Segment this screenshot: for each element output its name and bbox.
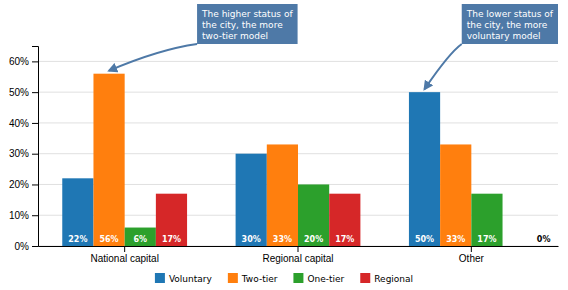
data-label: 17%: [477, 235, 496, 244]
bar: [471, 194, 502, 246]
data-label: 56%: [99, 235, 118, 244]
legend-item: One-tier: [293, 273, 344, 284]
legend-label: Two-tier: [241, 274, 278, 284]
y-tick-label: 10%: [9, 210, 29, 221]
data-label: 20%: [304, 235, 323, 244]
annotation-line: voluntary model: [467, 31, 541, 41]
x-tick-label: Regional capital: [262, 253, 333, 264]
legend-swatch: [360, 273, 370, 283]
data-label: 17%: [162, 235, 181, 244]
bar: [62, 178, 93, 246]
bar: [236, 154, 267, 246]
bar: [440, 144, 471, 246]
x-tick-label: Other: [459, 253, 485, 264]
data-label: 22%: [68, 235, 87, 244]
plot: 0% 10% 20% 30% 40% 50% 60% National capital Regi…: [9, 4, 559, 264]
legend-swatch: [228, 273, 238, 283]
y-tick-label: 40%: [9, 118, 29, 129]
legend-swatch: [293, 273, 303, 283]
chart: 0% 10% 20% 30% 40% 50% 60% National capital Regi…: [0, 0, 568, 290]
legend-swatch: [155, 273, 165, 283]
annotation-line: The lower status of: [466, 9, 554, 19]
legend-item: Two-tier: [228, 273, 278, 284]
x-tick: Other: [459, 246, 485, 264]
annotation-line: The higher status of: [201, 9, 293, 19]
x-tick-label: National capital: [90, 253, 158, 264]
y-tick-label: 20%: [9, 179, 29, 190]
y-tick: 30%: [9, 148, 38, 159]
y-tick: 20%: [9, 179, 38, 190]
x-axis: National capital Regional capital Other: [39, 246, 559, 264]
y-tick-mark: [32, 92, 38, 93]
bar: [503, 246, 534, 247]
annotation-box: [197, 4, 298, 44]
annotation-text: The higher status ofthe city, the moretw…: [201, 9, 293, 41]
data-label: 30%: [242, 235, 261, 244]
data-label: 50%: [415, 235, 434, 244]
bar: [125, 228, 156, 246]
annotation-line: two-tier model: [202, 31, 268, 41]
y-tick-mark: [32, 154, 38, 155]
legend-item: Voluntary: [155, 273, 213, 284]
legend: Voluntary Two-tier One-tier Regional: [155, 273, 413, 284]
annotation-text: The lower status ofthe city, the morevol…: [466, 9, 554, 41]
y-tick-mark: [32, 246, 38, 247]
x-tick-mark: [124, 246, 125, 252]
annotations: The higher status ofthe city, the moretw…: [109, 4, 558, 89]
y-tick-label: 60%: [9, 56, 29, 67]
y-axis-line: [32, 47, 39, 247]
y-tick: 50%: [9, 87, 38, 98]
bar: [329, 194, 360, 246]
bars: [62, 74, 502, 246]
y-tick-label: 50%: [9, 87, 29, 98]
data-label: 6%: [133, 235, 147, 244]
annotation-box: [462, 4, 558, 44]
data-label: 33%: [273, 235, 292, 244]
y-tick-mark: [32, 184, 38, 185]
bar: [93, 74, 124, 246]
data-label: 0%: [537, 235, 551, 244]
annotation-arrow: [425, 44, 462, 89]
legend-item: Regional: [360, 273, 413, 284]
bar: [267, 144, 298, 246]
x-tick-mark: [471, 246, 472, 252]
y-tick-label: 30%: [9, 148, 29, 159]
y-tick: 40%: [9, 118, 38, 129]
legend-label: Voluntary: [169, 274, 213, 284]
y-tick-mark: [32, 123, 38, 124]
bar: [156, 194, 187, 246]
y-tick-mark: [32, 215, 38, 216]
data-label: 17%: [335, 235, 354, 244]
legend-label: One-tier: [307, 274, 344, 284]
y-tick-mark: [32, 61, 38, 62]
data-label: 33%: [446, 235, 465, 244]
data-labels: 22% 30% 50% 56% 33% 33% 6% 20% 17% 17% 17% 0%: [68, 235, 550, 244]
annotation: The lower status ofthe city, the morevol…: [462, 4, 558, 44]
x-tick: National capital: [90, 246, 158, 264]
y-axis: 0% 10% 20% 30% 40% 50% 60%: [9, 47, 39, 252]
bar: [409, 92, 440, 246]
annotation: The higher status ofthe city, the moretw…: [197, 4, 298, 44]
grid-line: [38, 61, 558, 62]
annotation-line: the city, the more: [202, 20, 283, 30]
annotation-line: the city, the more: [467, 20, 548, 30]
x-tick-mark: [298, 246, 299, 252]
y-tick: 0%: [15, 241, 38, 252]
chart-container: 0% 10% 20% 30% 40% 50% 60% National capital Regi…: [0, 0, 568, 290]
annotation-arrow: [109, 44, 197, 71]
bar: [298, 184, 329, 246]
grid: [38, 61, 558, 246]
legend-label: Regional: [374, 274, 413, 284]
y-tick-label: 0%: [15, 241, 30, 252]
y-tick: 10%: [9, 210, 38, 221]
y-tick: 60%: [9, 56, 38, 67]
x-tick: Regional capital: [262, 246, 333, 264]
